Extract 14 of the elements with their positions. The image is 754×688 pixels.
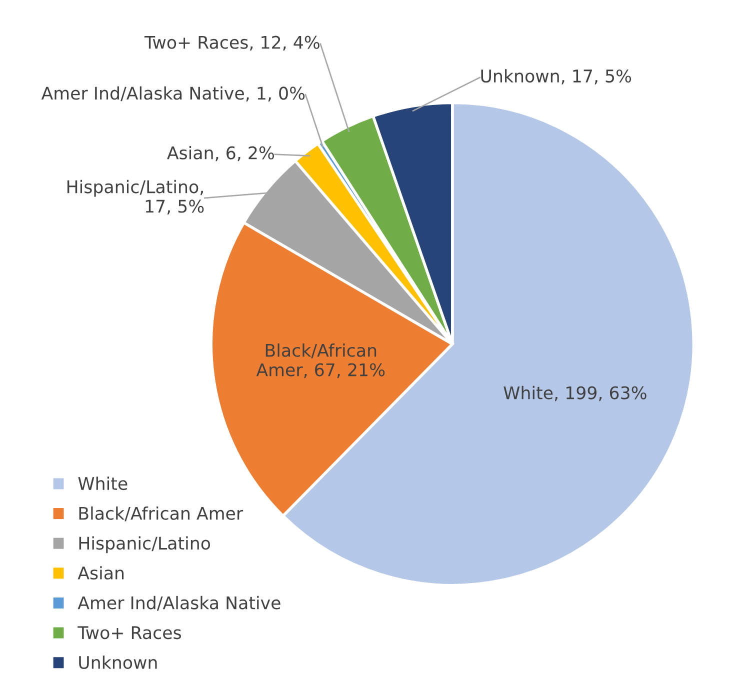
legend-label: Hispanic/Latino: [79, 536, 210, 554]
legend-label: Asian: [78, 566, 124, 580]
legend-label: Amer Ind/Alaska Native: [78, 596, 280, 611]
legend-label: White: [78, 476, 128, 490]
legend-label: Black/African Amer: [79, 506, 244, 522]
legend-label: Unknown: [79, 656, 157, 670]
data-label: Black/African Amer, 67, 21%: [256, 343, 385, 378]
data-label: Unknown, 17, 5%: [481, 69, 632, 84]
legend-label: Two+ Races: [78, 626, 181, 640]
data-label: Hispanic/Latino, 17, 5%: [67, 180, 204, 215]
data-label: Amer Ind/Alaska Native, 1, 0%: [41, 86, 305, 102]
data-label: White, 199, 63%: [504, 386, 646, 402]
data-label: Asian, 6, 2%: [167, 146, 274, 162]
data-label: Two+ Races, 12, 4%: [144, 36, 320, 51]
